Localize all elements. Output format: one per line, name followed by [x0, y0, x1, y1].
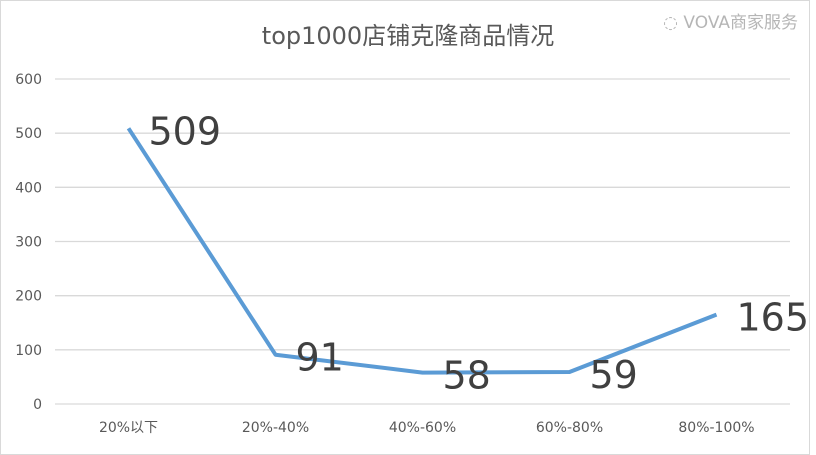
y-tick-label: 100 [15, 343, 42, 359]
chart-title: top1000店铺克隆商品情况 [262, 22, 554, 50]
x-tick-label: 60%-80% [536, 420, 603, 436]
y-tick-label: 400 [15, 180, 42, 196]
x-tick-label: 20%-40% [242, 420, 309, 436]
y-tick-label: 500 [15, 126, 42, 142]
data-label: 165 [737, 296, 810, 340]
data-label: 58 [443, 354, 491, 398]
x-tick-label: 40%-60% [389, 420, 456, 436]
data-label: 509 [149, 109, 222, 153]
y-tick-label: 600 [15, 72, 42, 88]
y-tick-label: 0 [33, 397, 42, 413]
data-label: 91 [296, 336, 344, 380]
x-tick-label: 80%-100% [678, 420, 754, 436]
data-label: 59 [590, 353, 638, 397]
x-tick-label: 20%以下 [99, 420, 158, 436]
series-line [126, 127, 718, 375]
watermark: ◌ VOVA商家服务 [663, 13, 798, 33]
y-tick-label: 300 [15, 235, 42, 251]
y-tick-label: 200 [15, 289, 42, 305]
wechat-icon: ◌ [663, 13, 678, 33]
